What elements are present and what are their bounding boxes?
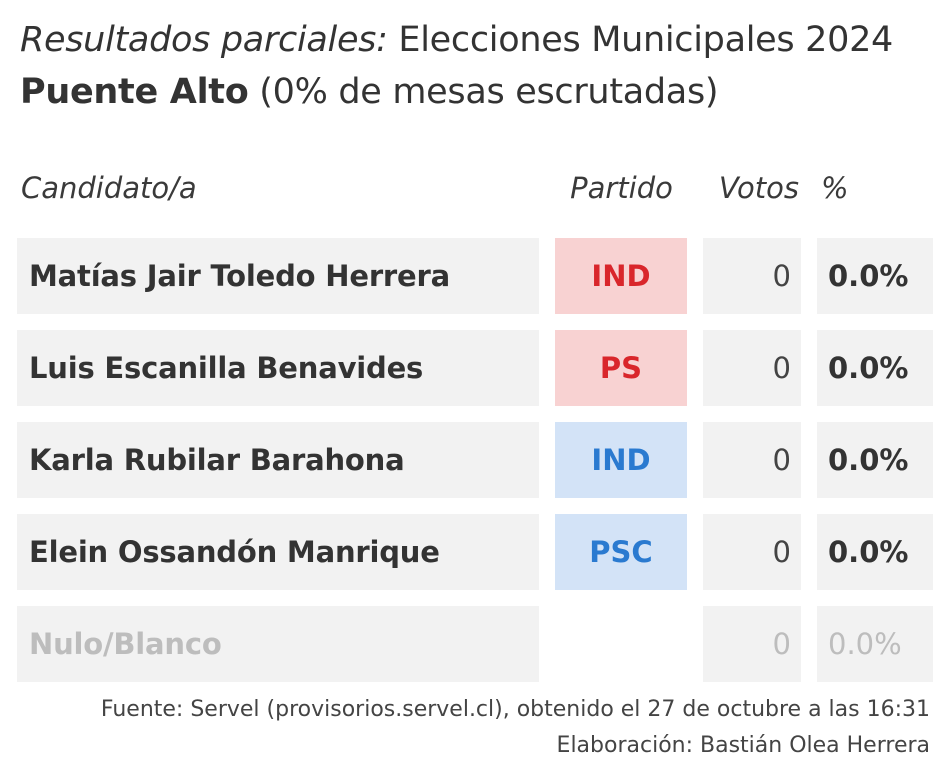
percent-value: 0.0% [817, 514, 933, 590]
table-row-null-blank: Nulo/Blanco 0 0.0% [0, 606, 950, 682]
table-row: Elein Ossandón Manrique PSC 0 0.0% [0, 514, 950, 590]
header-percent: % [821, 171, 849, 205]
percent-value: 0.0% [817, 238, 933, 314]
table-row: Luis Escanilla Benavides PS 0 0.0% [0, 330, 950, 406]
table-header: Candidato/a Partido Votos % [0, 166, 950, 210]
candidate-name: Nulo/Blanco [17, 606, 539, 682]
votes-value: 0 [703, 238, 801, 314]
candidate-name: Karla Rubilar Barahona [17, 422, 539, 498]
credit-note: Elaboración: Bastián Olea Herrera [556, 733, 930, 758]
progress-text: (0% de mesas escrutadas) [248, 72, 719, 112]
candidate-name: Matías Jair Toledo Herrera [17, 238, 539, 314]
party-badge: IND [555, 422, 687, 498]
commune-name: Puente Alto [20, 72, 249, 112]
title-rest: Elecciones Municipales 2024 [387, 20, 894, 60]
votes-value: 0 [703, 606, 801, 682]
votes-value: 0 [703, 514, 801, 590]
votes-value: 0 [703, 330, 801, 406]
candidate-name: Luis Escanilla Benavides [17, 330, 539, 406]
party-badge: PS [555, 330, 687, 406]
percent-value: 0.0% [817, 422, 933, 498]
title-line-2: Puente Alto (0% de mesas escrutadas) [20, 66, 893, 118]
page-title: Resultados parciales: Elecciones Municip… [20, 14, 893, 118]
header-votes: Votos [718, 171, 799, 205]
percent-value: 0.0% [817, 330, 933, 406]
title-line-1: Resultados parciales: Elecciones Municip… [20, 14, 893, 66]
percent-value: 0.0% [817, 606, 933, 682]
table-row: Matías Jair Toledo Herrera IND 0 0.0% [0, 238, 950, 314]
source-note: Fuente: Servel (provisorios.servel.cl), … [100, 697, 930, 722]
title-italic: Resultados parciales: [20, 20, 388, 60]
header-party: Partido [570, 171, 673, 205]
party-badge: IND [555, 238, 687, 314]
party-badge: PSC [555, 514, 687, 590]
votes-value: 0 [703, 422, 801, 498]
table-row: Karla Rubilar Barahona IND 0 0.0% [0, 422, 950, 498]
header-candidate: Candidato/a [21, 171, 197, 205]
candidate-name: Elein Ossandón Manrique [17, 514, 539, 590]
